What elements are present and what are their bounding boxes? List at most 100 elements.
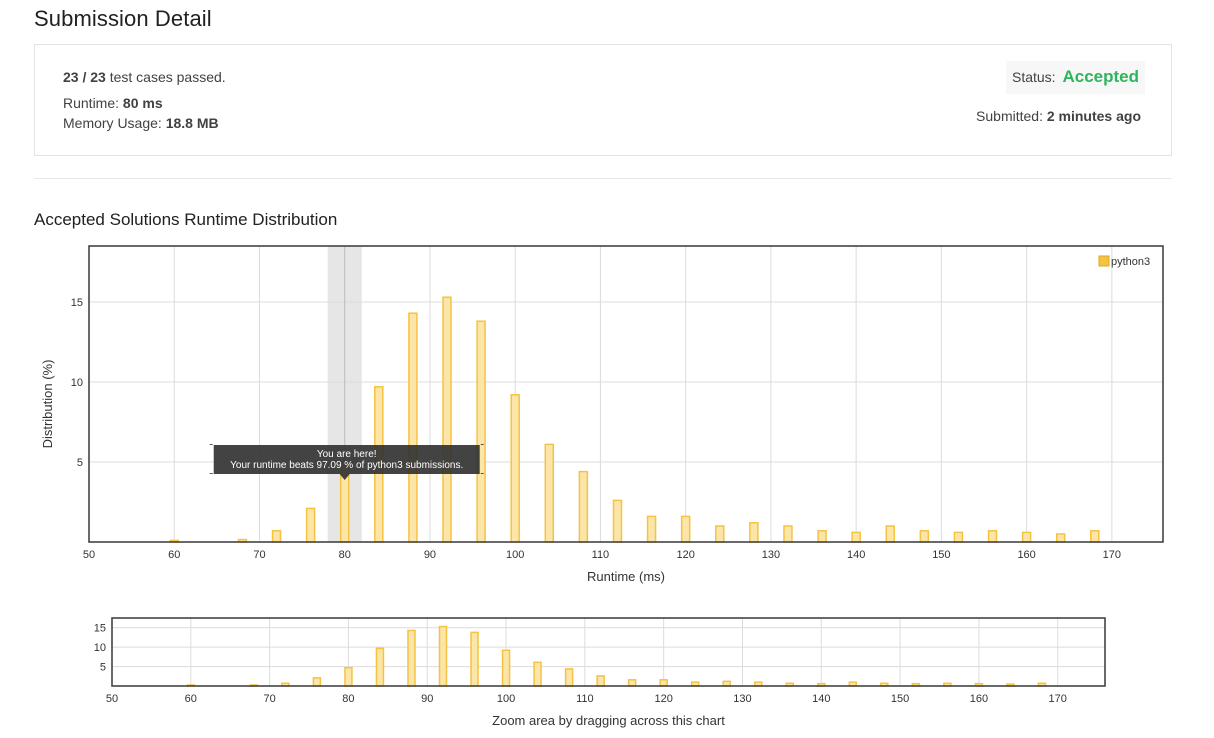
zoom-x-tick-label: 60 [185,693,197,705]
zoom-x-tick-label: 130 [733,693,751,705]
zoom-bar[interactable] [627,679,637,687]
main-x-tick-label: 170 [1103,549,1121,561]
zoom-y-tick-label: 15 [94,623,106,635]
main-bar[interactable] [749,522,759,543]
zoom-x-tick-label: 150 [891,693,909,705]
zoom-caption: Zoom area by dragging across this chart [492,713,725,728]
zoom-bar[interactable] [564,668,574,687]
section-title: Accepted Solutions Runtime Distribution [34,210,338,229]
main-bar[interactable] [408,312,418,543]
main-bar[interactable] [476,320,486,543]
status-value[interactable]: Accepted [1062,67,1139,86]
zoom-bar[interactable] [407,629,416,687]
legend-swatch [1098,255,1110,267]
main-chart: 50 60 70 80 90 100 110 120 130 140 150 160 170 5 10 15 R… [40,245,1164,584]
tooltip-corner [209,444,213,445]
main-bar[interactable] [953,531,964,543]
main-bar[interactable] [544,443,555,543]
main-x-tick-label: 50 [83,549,95,561]
main-bar[interactable] [1090,530,1100,543]
main-bar[interactable] [305,507,316,543]
zoom-chart[interactable]: 50 60 70 80 90 100 110 120 130 140 150 160 170 5 10 15 Z… [94,617,1106,728]
zoom-bar[interactable] [312,677,322,687]
zoom-frame [111,617,1106,687]
zoom-x-tick-label: 50 [106,693,118,705]
main-x-tick-label: 100 [506,549,524,561]
runtime-label: Runtime: [63,95,120,111]
memory-label: Memory Usage: [63,115,162,131]
main-x-tick-label: 110 [592,549,610,561]
zoom-x-tick-label: 120 [654,693,672,705]
main-y-tick-label: 10 [71,377,83,389]
zoom-x-tick-label: 100 [497,693,515,705]
main-x-tick-label: 160 [1017,549,1035,561]
memory-value: 18.8 MB [165,115,219,131]
zoom-bar[interactable] [375,647,385,687]
main-bar[interactable] [851,531,861,543]
y-axis-title: Distribution (%) [40,360,55,449]
tooltip-line1: You are here! [317,449,377,460]
main-bar[interactable] [885,525,895,543]
x-axis-title: Runtime (ms) [587,569,665,584]
zoom-bar[interactable] [470,631,479,687]
main-bar[interactable] [1055,533,1066,543]
main-bar[interactable] [578,470,589,543]
main-bar[interactable] [817,530,827,543]
main-bar[interactable] [612,499,623,543]
tooltip-corner [480,444,484,445]
tooltip-arrow [339,474,350,480]
main-bar[interactable] [987,530,998,543]
zoom-bar[interactable] [533,661,542,687]
main-bar[interactable] [271,530,282,543]
zoom-x-tick-label: 90 [421,693,433,705]
main-x-tick-label: 60 [168,549,180,561]
zoom-x-tick-label: 140 [812,693,830,705]
chart-legend: python3 [1098,255,1150,268]
zoom-y-tick-label: 5 [100,662,106,674]
main-bar[interactable] [510,394,520,543]
submitted-value: 2 minutes ago [1046,108,1141,124]
main-x-tick-label: 150 [932,549,950,561]
main-x-tick-label: 130 [762,549,780,561]
zoom-x-tick-label: 160 [970,693,988,705]
main-x-tick-label: 120 [676,549,694,561]
main-bar[interactable] [442,296,452,543]
tooltip-box [213,445,480,474]
zoom-x-tick-label: 80 [342,693,354,705]
legend-label: python3 [1111,256,1150,268]
main-x-tick-label: 70 [253,549,265,561]
memory-row: Memory Usage: 18.8 MB [63,115,226,131]
section-divider [34,178,1172,179]
status-badge: Status: Accepted [1005,61,1145,94]
main-frame [88,245,1164,543]
runtime-row: Runtime: 80 ms [63,95,226,111]
main-bar[interactable] [646,515,657,543]
zoom-x-tick-label: 110 [576,693,594,705]
zoom-bar[interactable] [344,666,353,687]
status-label: Status: [1011,69,1056,85]
main-x-tick-label: 140 [847,549,865,561]
submitted-label: Submitted: [976,108,1043,124]
main-bar[interactable] [680,515,691,543]
zoom-x-tick-label: 70 [263,693,275,705]
test-cases-count: 23 / 23 [63,69,106,85]
main-bar[interactable] [715,525,725,543]
tooltip-corner [209,473,213,474]
zoom-bar[interactable] [596,675,605,687]
submission-detail-panel: 23 / 23 test cases passed. Runtime: 80 m… [34,44,1172,156]
runtime-value: 80 ms [122,95,163,111]
main-y-tick-label: 5 [77,457,83,469]
zoom-x-tick-label: 170 [1049,693,1067,705]
main-bar[interactable] [1021,531,1032,543]
main-bar[interactable] [919,530,930,543]
test-cases-result: 23 / 23 test cases passed. [63,69,226,85]
main-y-tick-label: 15 [71,297,83,309]
main-bar[interactable] [783,525,793,543]
page-title: Submission Detail [34,6,212,31]
zoom-bar[interactable] [659,679,668,687]
zoom-bar[interactable] [501,649,511,687]
runtime-tooltip: You are here!Your runtime beats 97.09 % … [209,444,484,480]
zoom-bar[interactable] [438,625,448,687]
zoom-y-tick-label: 10 [94,642,106,654]
